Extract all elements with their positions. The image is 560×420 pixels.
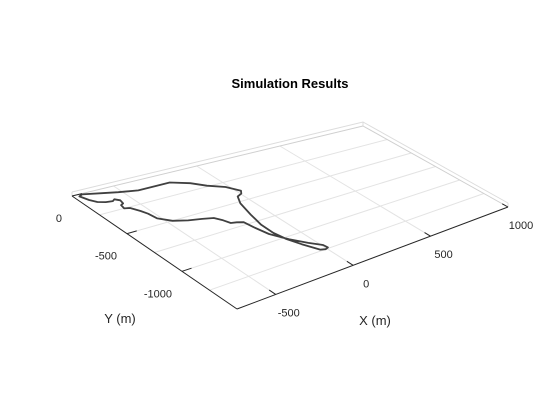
x-axis-line (236, 206, 509, 310)
tick-layer: -500 0 500 1000 0 -500 -1000 (56, 193, 533, 319)
chart-title: Simulation Results (231, 76, 348, 91)
x-tick-mark (501, 203, 509, 208)
axes-floor (72, 126, 508, 309)
axes-box (71, 121, 509, 310)
x-tick-label: 1000 (509, 220, 533, 232)
axes-back-edge (71, 125, 364, 197)
y-axis-label: Y (m) (104, 311, 136, 326)
y-grid-line (154, 166, 436, 253)
series-line-track (78, 181, 329, 251)
y-tick-label: -500 (95, 251, 117, 263)
y-axis-line (71, 195, 238, 310)
y-tick-mark (181, 267, 192, 272)
y-grid-line (99, 139, 388, 216)
x-tick-label: 0 (363, 278, 369, 290)
y-tick-label: -1000 (144, 288, 172, 300)
y-grid-line (181, 179, 460, 272)
x-tick-label: -500 (278, 307, 300, 319)
x-tick-mark (424, 232, 431, 237)
series-layer (78, 181, 329, 251)
x-axis-label: X (m) (359, 313, 391, 328)
x-tick-label: 500 (434, 249, 452, 261)
y-tick-mark (71, 193, 83, 197)
x-tick-mark (346, 260, 354, 266)
axes-back-edge (362, 125, 509, 208)
axes-background (72, 126, 508, 309)
y-grid-line (209, 193, 484, 291)
x-tick-mark (268, 289, 276, 295)
y-tick-label: 0 (56, 213, 62, 225)
y-tick-mark (126, 230, 137, 235)
